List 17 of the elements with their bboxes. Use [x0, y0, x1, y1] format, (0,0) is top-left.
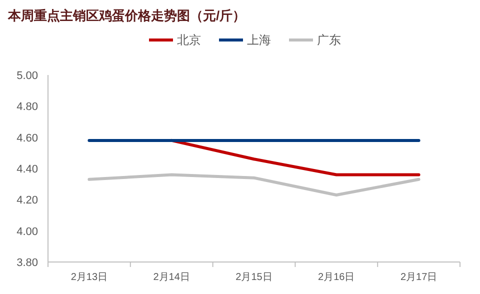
x-tick-label: 2月15日 [236, 272, 272, 283]
y-tick-label: 5.00 [16, 70, 38, 82]
x-tick-label: 2月13日 [70, 272, 108, 283]
y-tick-label: 3.80 [16, 257, 38, 269]
y-tick-label: 4.40 [16, 164, 38, 176]
y-tick-label: 4.20 [16, 194, 38, 207]
chart-title: 本周重点主销区鸡蛋价格走势图（元/斤） [7, 8, 246, 23]
y-tick-label: 4.60 [16, 132, 38, 144]
x-tick-label: 2月17日 [400, 272, 438, 283]
y-tick-label: 4.00 [16, 226, 38, 238]
legend-label: 广东 [317, 33, 341, 47]
line-series [88, 173, 420, 196]
legend-label: 上海 [247, 33, 271, 47]
legend-label: 北京 [177, 33, 201, 47]
x-tick-label: 2月16日 [318, 272, 355, 283]
x-tick-label: 2月14日 [153, 272, 190, 283]
y-tick-label: 4.80 [16, 101, 38, 114]
